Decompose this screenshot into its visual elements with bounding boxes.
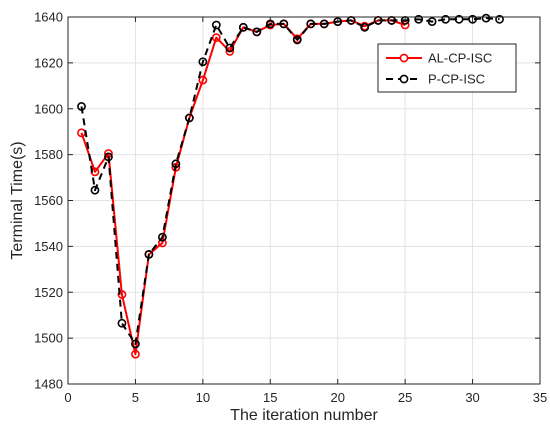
data-point <box>306 19 316 29</box>
x-tick-label: 25 <box>398 390 412 405</box>
data-point <box>481 13 491 23</box>
data-point <box>104 152 113 162</box>
x-tick-label: 0 <box>64 390 71 405</box>
y-tick-label: 1520 <box>34 285 63 300</box>
legend-entry: AL-CP-ISC <box>386 51 492 66</box>
data-point <box>454 14 464 24</box>
data-point <box>198 57 208 67</box>
y-tick-label: 1620 <box>34 55 63 70</box>
data-point <box>225 43 235 53</box>
data-point <box>238 22 248 32</box>
series-line <box>80 17 500 345</box>
data-point <box>144 250 154 259</box>
series-al-cp-isc <box>77 16 410 359</box>
data-point <box>171 159 181 169</box>
x-tick-label: 35 <box>533 390 547 405</box>
data-point <box>157 232 167 242</box>
data-point <box>427 17 437 26</box>
legend-marker <box>399 53 409 63</box>
data-point <box>319 19 329 29</box>
series-line <box>80 19 406 356</box>
data-point <box>225 47 235 56</box>
legend-marker <box>399 74 409 84</box>
data-point <box>360 22 370 32</box>
y-tick-label: 1480 <box>34 377 63 392</box>
data-point <box>211 20 221 30</box>
legend-label: P-CP-ISC <box>428 72 485 87</box>
data-point <box>131 339 140 349</box>
data-point <box>468 14 477 24</box>
x-tick-label: 10 <box>196 390 210 405</box>
y-tick-label: 1640 <box>34 10 63 25</box>
data-point <box>184 113 194 123</box>
data-point <box>292 35 302 45</box>
data-point <box>90 185 100 195</box>
data-point <box>198 75 208 85</box>
data-point <box>157 238 167 248</box>
data-point <box>117 318 127 328</box>
data-point <box>414 14 424 24</box>
data-point <box>131 349 140 359</box>
data-point <box>77 102 86 111</box>
data-point <box>495 14 504 24</box>
data-point <box>171 162 181 172</box>
y-axis-label: Terminal Time(s) <box>9 141 26 259</box>
data-point <box>441 14 450 24</box>
x-tick-label: 30 <box>465 390 479 405</box>
data-point <box>117 290 127 299</box>
y-tick-label: 1580 <box>34 147 63 162</box>
y-tick-label: 1560 <box>34 193 63 208</box>
x-tick-label: 15 <box>263 390 277 405</box>
data-point <box>252 27 262 37</box>
legend-label: AL-CP-ISC <box>428 51 492 66</box>
legend: AL-CP-ISC P-CP-ISC <box>377 43 517 93</box>
axis-ticks: 0 5 10 15 20 25 30 3514801500152015401560158016… <box>34 10 547 406</box>
data-point <box>279 19 289 29</box>
x-tick-label: 20 <box>330 390 344 405</box>
y-tick-label: 1540 <box>34 239 63 254</box>
legend-entries: AL-CP-ISC P-CP-ISC <box>386 51 492 87</box>
legend-box <box>377 43 517 93</box>
legend-entry: P-CP-ISC <box>386 72 485 87</box>
x-axis-label: The iteration number <box>230 407 378 424</box>
y-tick-label: 1600 <box>34 101 63 116</box>
y-tick-label: 1500 <box>34 331 63 346</box>
x-tick-label: 5 <box>132 390 139 405</box>
